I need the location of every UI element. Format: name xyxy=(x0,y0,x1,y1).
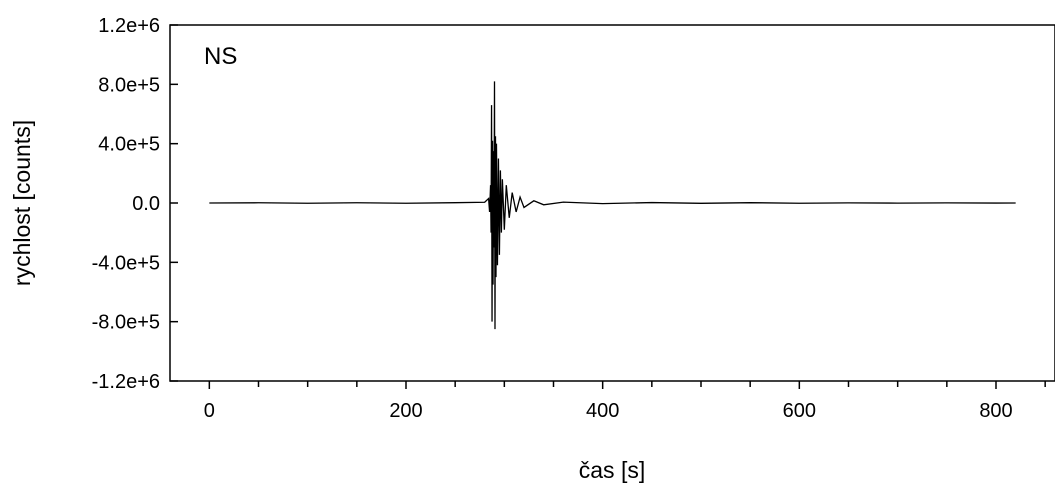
y-tick-label: -1.2e+6 xyxy=(92,371,160,393)
y-tick-label: -8.0e+5 xyxy=(92,312,160,334)
y-tick-label: 1.2e+6 xyxy=(98,15,160,37)
y-axis: 1.2e+6 8.0e+5 4.0e+5 0.0 -4.0e+5 -8.0e+5 -1.2e… xyxy=(92,15,178,393)
x-tick-label: 200 xyxy=(389,400,422,422)
x-axis-title: čas [s] xyxy=(579,457,645,483)
velocity-trace-line xyxy=(209,81,1016,330)
x-axis: 0 200 400 600 800 xyxy=(204,381,1046,422)
x-tick-label: 400 xyxy=(586,400,619,422)
x-tick-label: 600 xyxy=(783,400,816,422)
y-axis-title: rychlost [counts] xyxy=(9,120,35,286)
y-tick-label: 8.0e+5 xyxy=(98,74,160,96)
y-tick-label: 4.0e+5 xyxy=(98,134,160,156)
y-tick-label: -4.0e+5 xyxy=(92,252,160,274)
x-tick-label: 800 xyxy=(979,400,1012,422)
x-tick-label: 0 xyxy=(204,400,215,422)
y-tick-label: 0.0 xyxy=(132,193,160,215)
component-label: NS xyxy=(204,43,237,70)
